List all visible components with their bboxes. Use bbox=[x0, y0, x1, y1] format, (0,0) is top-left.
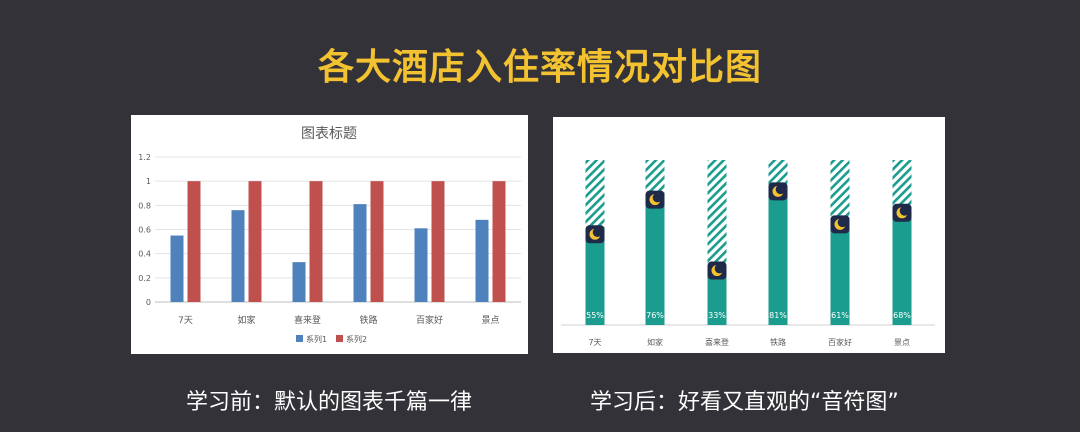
y-tick-label: 0.8 bbox=[138, 201, 151, 210]
series2-bar bbox=[370, 181, 384, 302]
legend-swatch-series1 bbox=[296, 335, 303, 342]
series1-bar bbox=[292, 262, 306, 302]
x-tick-label: 景点 bbox=[894, 338, 910, 347]
legend-label-series2: 系列2 bbox=[346, 334, 367, 344]
x-tick-label: 百家好 bbox=[828, 337, 852, 347]
remainder-hatched-bar bbox=[707, 160, 727, 271]
x-tick-label: 景点 bbox=[481, 315, 499, 326]
series2-bar bbox=[309, 181, 323, 302]
moon-icon bbox=[585, 225, 605, 244]
moon-icon bbox=[892, 203, 912, 222]
moon-icon bbox=[768, 182, 788, 201]
x-tick-label: 铁路 bbox=[770, 337, 786, 347]
x-tick-label: 铁路 bbox=[359, 314, 377, 326]
moon-icon bbox=[645, 190, 665, 209]
note-bar-chart: 55% 7天 76% 如家 33% 喜来登 81% 铁路 61% 百家好 68% 景点 bbox=[561, 160, 935, 347]
moon-cutout bbox=[652, 192, 663, 203]
series2-bar bbox=[248, 181, 262, 302]
moon-cutout bbox=[899, 206, 910, 216]
value-bar bbox=[585, 234, 605, 325]
data-label: 61% bbox=[831, 311, 849, 320]
x-tick-label: 如家 bbox=[647, 337, 663, 347]
value-bar bbox=[707, 270, 727, 325]
series1-bar bbox=[353, 204, 367, 302]
data-label: 68% bbox=[893, 311, 911, 320]
chart-title: 图表标题 bbox=[301, 126, 357, 142]
y-tick-label: 0.2 bbox=[138, 274, 151, 283]
data-label: 81% bbox=[769, 311, 787, 320]
x-tick-label: 如家 bbox=[237, 314, 255, 326]
value-bar bbox=[892, 212, 912, 325]
page-title: 各大酒店入住率情况对比图 bbox=[317, 47, 762, 88]
y-tick-label: 1.2 bbox=[138, 153, 151, 162]
legend-label-series1: 系列1 bbox=[306, 334, 327, 344]
y-tick-label: 0.6 bbox=[138, 226, 151, 235]
y-tick-label: 1 bbox=[146, 177, 151, 186]
remainder-hatched-bar bbox=[830, 160, 850, 225]
y-tick-label: 0 bbox=[146, 298, 151, 307]
y-tick-label: 0.4 bbox=[138, 250, 151, 259]
default-chart-panel: 图表标题 0 0.2 0.4 0.6 0.8 1 1.2 7天 如家 喜来登 铁路 百家好 景点系列1 系列… bbox=[131, 115, 528, 354]
series2-bar bbox=[492, 181, 506, 302]
value-bar bbox=[830, 224, 850, 325]
x-tick-label: 7天 bbox=[178, 316, 193, 326]
remainder-hatched-bar bbox=[585, 160, 605, 235]
caption-before: 学习前：默认的图表千篇一律 bbox=[186, 390, 473, 415]
data-label: 33% bbox=[708, 311, 726, 320]
x-tick-label: 喜来登 bbox=[294, 314, 321, 326]
value-bar bbox=[768, 191, 788, 325]
moon-cutout bbox=[775, 184, 786, 195]
remainder-hatched-bar bbox=[892, 160, 912, 213]
x-tick-label: 百家好 bbox=[416, 314, 443, 326]
x-tick-label: 喜来登 bbox=[705, 337, 729, 347]
series1-bar bbox=[231, 210, 245, 302]
series1-bar bbox=[414, 228, 428, 302]
moon-icon bbox=[830, 215, 850, 234]
series2-bar bbox=[431, 181, 445, 302]
moon-cutout bbox=[837, 217, 848, 228]
caption-after: 学习后：好看又直观的“音符图” bbox=[590, 390, 899, 415]
series2-bar bbox=[187, 181, 201, 302]
series1-bar bbox=[475, 219, 489, 302]
series1-bar bbox=[170, 235, 184, 302]
data-label: 76% bbox=[646, 311, 664, 320]
moon-icon bbox=[707, 261, 727, 280]
remainder-hatched-bar bbox=[645, 160, 665, 200]
moon-cutout bbox=[592, 227, 603, 238]
data-label: 55% bbox=[586, 311, 604, 320]
legend-swatch-series2 bbox=[336, 335, 343, 342]
note-chart-panel: 55% 7天 76% 如家 33% 喜来登 81% 铁路 61% 百家好 68% 景点 bbox=[553, 117, 945, 353]
x-tick-label: 7天 bbox=[588, 338, 601, 347]
value-bar bbox=[645, 199, 665, 325]
moon-cutout bbox=[714, 263, 725, 274]
